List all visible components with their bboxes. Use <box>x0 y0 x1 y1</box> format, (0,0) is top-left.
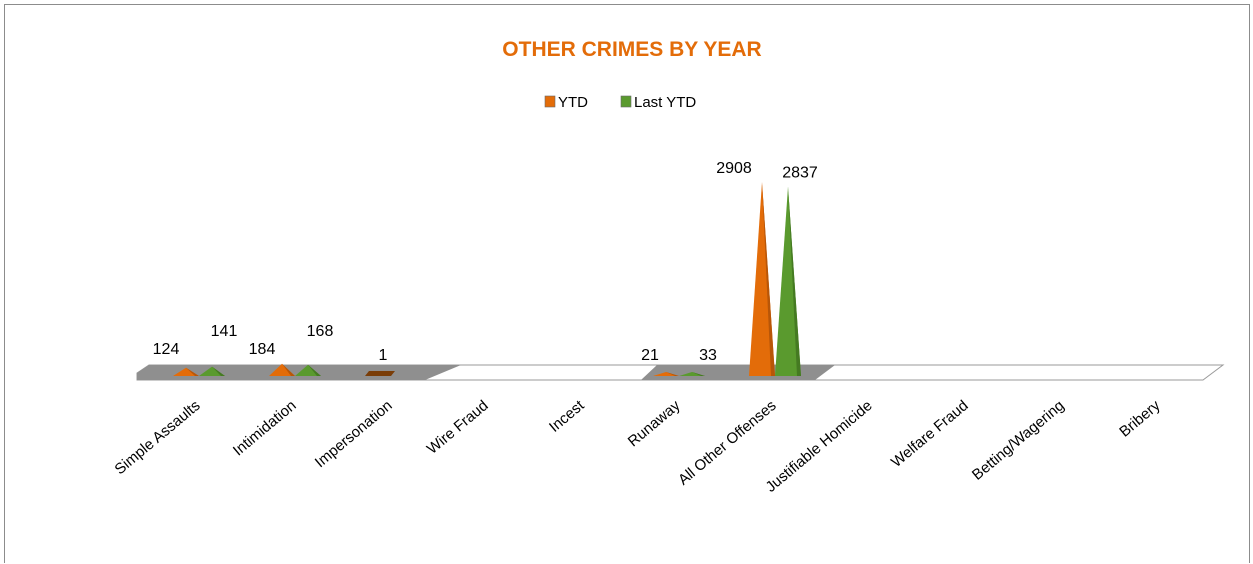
tick-label-betting-wagering: Betting/Wagering <box>969 397 1068 484</box>
data-label-ytd-intimidation: 184 <box>249 341 276 358</box>
chart-data-labels: 124 141 184 168 1 21 33 2908 2837 <box>153 160 818 364</box>
chart-legend: YTD Last YTD <box>544 94 696 111</box>
data-label-ytd-all-other-offenses: 2908 <box>716 160 752 177</box>
cone-ytd-runaway <box>653 372 679 376</box>
data-label-ytd-impersonation: 1 <box>379 347 388 364</box>
cone-ytd-simple-assaults <box>173 367 199 376</box>
cone-last-ytd-intimidation <box>295 364 321 376</box>
cone-ytd-all-other-offenses <box>749 181 775 376</box>
legend-swatch-ytd <box>544 95 556 108</box>
floor-shade <box>137 365 461 380</box>
cone-last-ytd-runaway <box>679 372 705 376</box>
floor-shade <box>641 365 835 380</box>
legend-swatch-last-ytd <box>620 95 632 108</box>
chart-category-axis: Simple Assaults Intimidation Impersonation… <box>112 397 1164 496</box>
tick-label-welfare-fraud: Welfare Fraud <box>888 397 972 471</box>
chart-frame: OTHER CRIMES BY YEAR YTD Last YTD 124 141 1… <box>4 4 1250 563</box>
chart-marks <box>173 181 801 376</box>
data-label-last-ytd-all-other-offenses: 2837 <box>782 165 818 182</box>
tick-label-incest: Incest <box>546 397 588 436</box>
chart-title: OTHER CRIMES BY YEAR <box>502 38 761 61</box>
data-label-last-ytd-intimidation: 168 <box>307 323 334 340</box>
chart-canvas: OTHER CRIMES BY YEAR YTD Last YTD 1241411… <box>112 38 1225 496</box>
tick-label-bribery: Bribery <box>1116 397 1164 441</box>
legend-label-last-ytd: Last YTD <box>634 94 696 111</box>
data-label-last-ytd-simple-assaults: 141 <box>211 323 238 340</box>
data-label-ytd-simple-assaults: 124 <box>153 341 180 358</box>
tick-label-wire-fraud: Wire Fraud <box>424 397 492 458</box>
tick-label-runaway: Runaway <box>625 397 684 451</box>
data-label-last-ytd-runaway: 33 <box>699 347 717 364</box>
legend-label-ytd: YTD <box>558 94 588 111</box>
tick-label-justifiable-homicide: Justifiable Homicide <box>762 397 875 496</box>
tick-label-impersonation: Impersonation <box>312 397 396 471</box>
tick-label-simple-assaults: Simple Assaults <box>112 397 204 478</box>
cone-ytd-intimidation <box>269 363 295 376</box>
tick-label-all-other-offenses: All Other Offenses <box>675 397 780 489</box>
cone-last-ytd-simple-assaults <box>199 366 225 376</box>
cone-ytd-impersonation <box>365 371 395 376</box>
cone-last-ytd-all-other-offenses <box>775 186 801 376</box>
tick-label-intimidation: Intimidation <box>230 397 300 459</box>
data-label-ytd-runaway: 21 <box>641 347 659 364</box>
